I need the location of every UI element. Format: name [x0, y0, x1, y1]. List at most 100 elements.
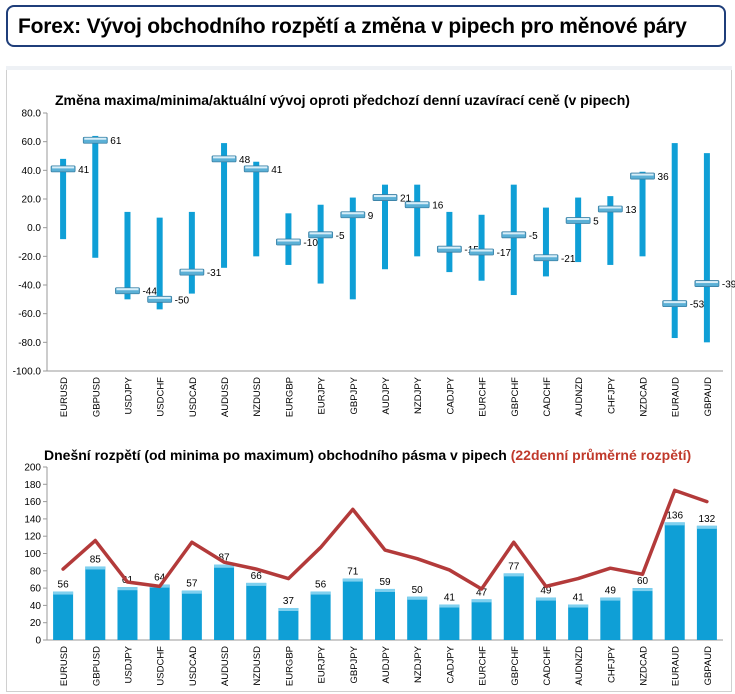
- chart1-data-label: 21: [400, 194, 412, 205]
- chart1-data-label: 5: [593, 217, 599, 228]
- chart1-data-label: -21: [561, 254, 576, 265]
- chart2-data-label: 41: [444, 593, 456, 604]
- chart2-data-label: 77: [508, 561, 520, 572]
- chart2-category-label: USDCHF: [156, 646, 167, 686]
- chart2-category-label: NZDUSD: [252, 646, 263, 686]
- chart2-data-label: 50: [412, 585, 424, 596]
- chart2-bar: [471, 599, 492, 640]
- chart1-range-bar: [446, 211, 453, 273]
- chart1-category-label: EURJPY: [317, 376, 328, 414]
- chart2-category-label: USDCAD: [188, 646, 199, 686]
- chart1-marker-highlight: [502, 232, 525, 235]
- chart1-category-label: USDCHF: [156, 377, 167, 417]
- chart1-data-label: -44: [142, 287, 157, 298]
- chart2-category-label: EURGBP: [284, 646, 295, 686]
- chart1-data-label: 41: [78, 165, 90, 176]
- chart2-title-main: Dnešní rozpětí (od minima po maximum) ob…: [44, 447, 507, 463]
- chart1-category-label: EURGBP: [284, 377, 295, 417]
- chart2-category-label: CADCHF: [542, 646, 553, 686]
- chart1-range-bar: [478, 214, 485, 281]
- chart1-category-label: AUDNZD: [574, 377, 585, 417]
- chart2-title: Dnešní rozpětí (od minima po maximum) ob…: [44, 447, 691, 463]
- chart1-data-label: -50: [175, 295, 190, 306]
- chart1-data-label: -53: [690, 300, 705, 311]
- chart2-bar-top: [696, 525, 717, 529]
- chart1-y-tick-label: 0.0: [27, 223, 41, 234]
- chart1-category-label: CADCHF: [542, 377, 553, 417]
- chart1-marker-highlight: [599, 206, 622, 209]
- chart1-y-tick-label: -80.0: [18, 338, 41, 349]
- chart2-bar-top: [214, 564, 235, 568]
- chart2-y-tick-label: 180: [24, 480, 41, 491]
- chart1-data-label: 16: [432, 201, 444, 212]
- chart1-range-bar: [124, 211, 131, 300]
- chart2-data-label: 56: [315, 580, 327, 591]
- page-title: Forex: Vývoj obchodního rozpětí a změna …: [18, 15, 687, 38]
- chart2-y-tick-label: 100: [24, 549, 41, 560]
- chart1-category-label: NZDJPY: [413, 376, 424, 414]
- chart1-marker-highlight: [534, 255, 557, 258]
- chart1-range-bar: [92, 135, 99, 258]
- chart2-y-tick-label: 200: [24, 463, 41, 474]
- chart1-range-bar: [510, 184, 517, 296]
- chart2-bar-top: [246, 582, 267, 586]
- chart1-range-bar: [349, 197, 356, 300]
- chart2-y-tick-label: 80: [30, 566, 42, 577]
- chart2-bar-top: [85, 566, 106, 570]
- chart1-marker-highlight: [148, 296, 171, 299]
- chart2-data-label: 64: [154, 573, 166, 584]
- chart1-range-bar: [188, 211, 195, 294]
- chart1-range-bar: [156, 217, 163, 310]
- chart2-category-label: EURJPY: [317, 645, 328, 683]
- chart2-bar: [181, 590, 202, 640]
- chart2-category-label: AUDNZD: [574, 646, 585, 686]
- chart1-data-label: -10: [303, 238, 318, 249]
- chart2-bar: [85, 566, 106, 640]
- chart1-marker-highlight: [663, 301, 686, 304]
- chart1-y-tick-label: -100.0: [13, 367, 42, 378]
- chart1-marker-highlight: [406, 202, 429, 205]
- chart2-bar: [310, 591, 331, 640]
- chart1-y-tick-label: 40.0: [22, 166, 42, 177]
- chart2-bar-top: [600, 597, 621, 601]
- chart2-data-label: 57: [186, 579, 198, 590]
- chart2-data-label: 49: [605, 586, 617, 597]
- chart2-bar-top: [632, 588, 653, 592]
- chart1-group: 80.0 60.0 40.0 20.0 0.0 -20.0 -40.0 -60.0 -80.0 -…: [13, 109, 735, 418]
- chart1-marker-highlight: [438, 246, 461, 249]
- chart2-data-label: 66: [251, 571, 263, 582]
- chart2-data-label: 87: [218, 553, 230, 564]
- chart2-bar: [664, 522, 685, 640]
- chart1-category-label: USDJPY: [123, 376, 134, 414]
- chart2-bar-top: [278, 607, 299, 611]
- chart1-data-label: -31: [207, 268, 222, 279]
- chart1-category-label: GBPUSD: [91, 377, 102, 417]
- chart2-bar-top: [439, 604, 460, 608]
- chart2-bar: [149, 584, 170, 640]
- chart2-data-label: 49: [540, 586, 552, 597]
- chart1-marker-highlight: [277, 239, 300, 242]
- chart1-range-bar: [607, 196, 614, 265]
- chart2-data-label: 132: [699, 514, 716, 525]
- chart1-marker-highlight: [567, 218, 590, 220]
- chart2-category-label: EURAUD: [671, 646, 682, 686]
- chart2-group: 20018016014012010080604020056EURUSD85GBP…: [24, 463, 723, 686]
- chart1-y-tick-label: 60.0: [22, 137, 42, 148]
- chart2-data-label: 41: [573, 593, 585, 604]
- chart2-y-tick-label: 20: [30, 618, 42, 629]
- chart2-data-label: 56: [58, 580, 70, 591]
- chart1-category-label: AUDJPY: [381, 376, 392, 414]
- chart1-category-label: USDCAD: [188, 377, 199, 417]
- chart1-range-bar: [317, 204, 324, 284]
- chart1-data-label: -5: [529, 231, 538, 242]
- chart2-bar-top: [503, 573, 524, 577]
- chart2-bar-top: [375, 588, 395, 592]
- chart2-bar-top: [535, 597, 556, 601]
- chart2-bar: [503, 573, 524, 640]
- chart1-data-label: 9: [368, 211, 374, 222]
- chart1-range-bar: [253, 161, 260, 257]
- chart1-title: Změna maxima/minima/aktuální vývoj oprot…: [55, 92, 630, 108]
- chart1-range-bar: [671, 143, 678, 339]
- chart1-marker-highlight: [116, 288, 139, 291]
